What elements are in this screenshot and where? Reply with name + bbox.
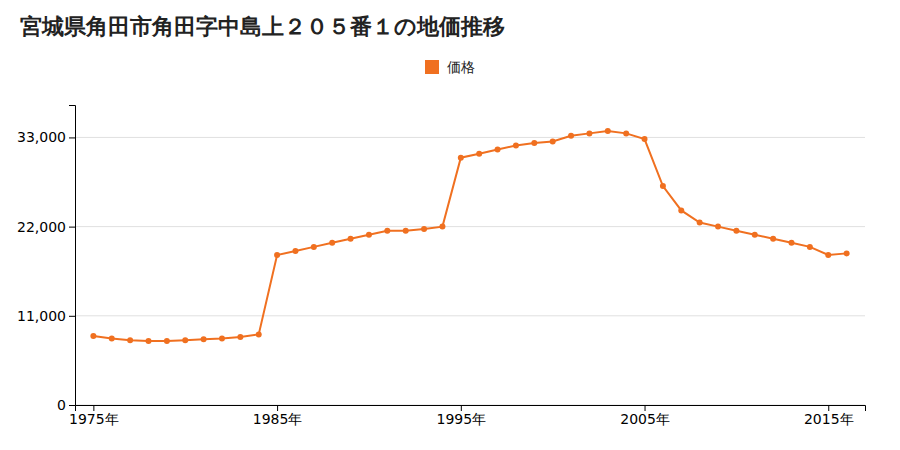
point	[513, 143, 519, 149]
marks	[90, 128, 849, 344]
point	[311, 244, 317, 250]
point	[292, 248, 298, 254]
point	[403, 228, 409, 234]
x-tick: 1975年	[69, 405, 119, 427]
point	[274, 252, 280, 258]
x-axis: 1975年 1985年 1995年 2005年 2015年	[69, 405, 865, 427]
point	[458, 155, 464, 161]
point	[752, 232, 758, 238]
point	[476, 151, 482, 157]
point	[623, 130, 629, 136]
y-tick: 0	[57, 397, 75, 413]
y-tick-mark	[69, 316, 75, 317]
x-tick: 1985年	[253, 405, 303, 427]
point	[366, 232, 372, 238]
y-tick-label: 22,000	[17, 219, 66, 235]
x-tick-label: 2015年	[804, 411, 854, 427]
point	[844, 250, 850, 256]
point	[642, 136, 648, 142]
x-tick: 2005年	[620, 405, 670, 427]
x-tick: 1995年	[436, 405, 486, 427]
points	[90, 128, 849, 344]
point	[605, 128, 611, 134]
point	[807, 244, 813, 250]
point	[660, 183, 666, 189]
point	[201, 336, 207, 342]
point	[145, 338, 151, 344]
plot: 1975年 1985年 1995年 2005年 2015年 0 11,000 22,000 33…	[17, 106, 866, 427]
y-axis: 0 11,000 22,000 33,000	[17, 106, 76, 413]
y-tick: 22,000	[17, 219, 75, 235]
x-tick-label: 1975年	[69, 411, 119, 427]
point	[256, 331, 262, 337]
point	[329, 240, 335, 246]
point	[348, 236, 354, 242]
point	[90, 333, 96, 339]
x-tick: 2015年	[804, 405, 854, 427]
y-tick-label: 11,000	[17, 308, 66, 324]
point	[678, 207, 684, 213]
point	[237, 334, 243, 340]
point	[697, 220, 703, 226]
y-axis-line	[69, 106, 76, 406]
point	[109, 336, 115, 342]
chart: 宮城県角田市角田字中島上２０５番１の地価推移 1975年 1985年 1995年 200…	[0, 0, 900, 450]
y-tick-mark	[69, 227, 75, 228]
legend-item: 価格	[425, 59, 475, 75]
point	[182, 337, 188, 343]
point	[715, 224, 721, 230]
grid-line	[75, 226, 865, 227]
legend: 価格	[425, 59, 475, 75]
point	[733, 228, 739, 234]
x-tick-label: 1995年	[436, 411, 486, 427]
point	[789, 240, 795, 246]
point	[586, 130, 592, 136]
grid	[75, 137, 865, 405]
point	[770, 236, 776, 242]
y-tick: 11,000	[17, 308, 75, 324]
y-tick-label: 33,000	[17, 129, 66, 145]
grid-line	[75, 315, 865, 316]
point	[384, 228, 390, 234]
point	[219, 336, 225, 342]
legend-label: 価格	[447, 59, 475, 75]
point	[531, 140, 537, 146]
title: 宮城県角田市角田字中島上２０５番１の地価推移	[20, 14, 505, 39]
point	[164, 338, 170, 344]
point	[825, 252, 831, 258]
point	[421, 226, 427, 232]
y-tick: 33,000	[17, 129, 75, 145]
point	[439, 224, 445, 230]
point	[568, 133, 574, 139]
point	[127, 337, 133, 343]
y-tick-mark	[69, 137, 75, 138]
y-tick-label: 0	[57, 397, 66, 413]
line	[93, 131, 846, 341]
x-tick-label: 2005年	[620, 411, 670, 427]
y-tick-mark	[69, 405, 75, 406]
legend-swatch	[425, 60, 439, 74]
point	[550, 138, 556, 144]
x-tick-label: 1985年	[253, 411, 303, 427]
grid-line	[75, 137, 865, 138]
point	[495, 147, 501, 153]
